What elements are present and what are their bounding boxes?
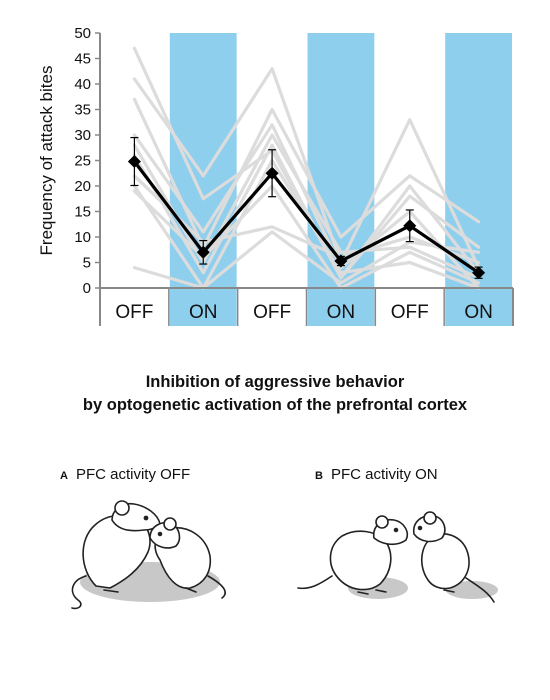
caption-line-2: by optogenetic activation of the prefron… — [82, 396, 468, 414]
mouse-a1-ear — [114, 500, 130, 516]
mouse-b1-eye — [393, 527, 399, 533]
mouse-a1-tail — [71, 575, 87, 610]
category-label-5: ON — [464, 302, 493, 323]
panel-b-illustration — [297, 511, 498, 603]
mouse-b2-body — [421, 533, 470, 590]
y-tick-label-50: 50 — [74, 25, 91, 42]
mouse-a2-tail — [207, 575, 226, 599]
category-label-0: OFF — [115, 302, 153, 323]
y-tick-label-45: 45 — [74, 51, 91, 68]
shadow-b2 — [446, 581, 498, 599]
mouse-b1-foot — [357, 589, 387, 595]
mean-point-4 — [403, 219, 417, 233]
panel-b-text: PFC activity ON — [330, 466, 438, 483]
individual-line-1 — [132, 67, 481, 270]
mouse-a2-foot — [185, 587, 197, 593]
mean-point-2 — [265, 166, 279, 180]
y-tick-label-10: 10 — [74, 229, 91, 246]
mouse-b1-ear — [375, 515, 389, 529]
y-tick-label-40: 40 — [74, 76, 91, 93]
mouse-b2-eye — [417, 525, 423, 531]
category-label-4: OFF — [391, 302, 429, 323]
shaded-column-1 — [169, 33, 237, 326]
mouse-b1-tail — [297, 575, 333, 590]
mouse-a2-ear — [163, 517, 177, 531]
mouse-a1-foot — [103, 589, 119, 593]
panel-a-illustration — [71, 500, 226, 610]
y-tick-label-15: 15 — [74, 204, 91, 221]
mouse-a2-eye — [157, 531, 163, 537]
panel-a-text: PFC activity OFF — [75, 466, 191, 483]
mean-point-0 — [127, 155, 141, 169]
y-tick-label-25: 25 — [74, 153, 91, 170]
y-axis-title: Frequency of attack bites — [37, 66, 56, 256]
individual-line-9 — [132, 230, 481, 290]
chart: 0 5 10 15 20 25 30 35 40 45 50 OFF ON OFF ON OFF ON Frequ… — [37, 25, 514, 326]
mouse-a1-eye — [143, 515, 149, 521]
mouse-b2-head — [412, 514, 446, 543]
individual-line-6 — [132, 174, 481, 265]
y-tick-label-0: 0 — [83, 280, 91, 297]
mouse-b2-foot — [443, 589, 455, 593]
mean-line — [133, 160, 480, 275]
category-label-3: ON — [327, 302, 356, 323]
individual-line-4 — [132, 133, 481, 280]
category-label-1: ON — [189, 302, 218, 323]
individual-line-7 — [132, 184, 481, 290]
mouse-b2-ear — [423, 511, 437, 525]
individual-line-2 — [132, 97, 481, 249]
y-tick-label-20: 20 — [74, 178, 91, 195]
mean-point-1 — [196, 245, 210, 259]
mean-point-3 — [334, 254, 348, 268]
y-tick-label-35: 35 — [74, 102, 91, 119]
mouse-b2-tail — [465, 577, 495, 603]
individual-line-5 — [132, 143, 481, 280]
caption-line-1: Inhibition of aggressive behavior — [145, 373, 405, 391]
mouse-illustrations — [71, 500, 498, 610]
panel-b-letter: B — [315, 470, 323, 482]
category-label-2: OFF — [253, 302, 291, 323]
mean-point-5 — [472, 266, 486, 280]
y-tick-label-5: 5 — [83, 255, 91, 272]
panel-a-label: A PFC activity OFF — [60, 466, 190, 483]
panel-b-label: B PFC activity ON — [315, 466, 438, 483]
y-tick-label-30: 30 — [74, 127, 91, 144]
panel-a-letter: A — [60, 470, 68, 482]
